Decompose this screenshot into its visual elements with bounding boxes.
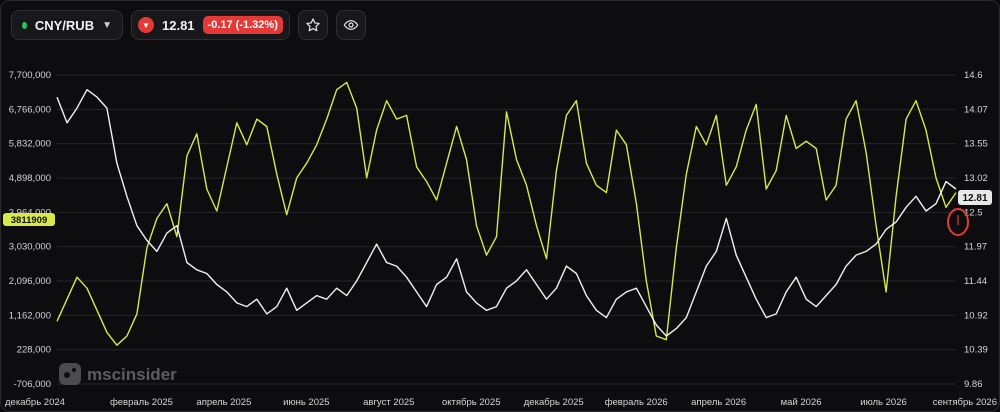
left-tick-label: 228,000	[17, 345, 51, 356]
left-tick-label: 2,096,000	[9, 276, 51, 287]
x-axis: декабрь 2024 февраль 2025 апрель 2025 июнь …	[5, 397, 997, 408]
x-tick-label: апрель 2025	[196, 397, 251, 408]
price-change-badge: -0.17 (-1.32%)	[202, 16, 283, 34]
star-icon	[306, 18, 320, 32]
left-tick-label: 6,766,000	[9, 104, 51, 115]
x-tick-label: сентябрь 2026	[933, 397, 997, 408]
right-current-label: 12.81	[962, 193, 987, 204]
right-axis: 14.6 14.07 13.55 13.02 12.5 11.97 11.44 10.92 10…	[964, 70, 988, 390]
left-tick-label: 3,964,000	[9, 207, 51, 218]
annotation-circle	[947, 208, 969, 236]
right-tick-label: 10.39	[964, 345, 988, 356]
x-tick-label: август 2025	[363, 397, 414, 408]
series-layer	[56, 81, 957, 346]
x-tick-label: декабрь 2025	[524, 397, 584, 408]
x-tick-label: февраль 2026	[605, 397, 668, 408]
x-tick-label: февраль 2025	[110, 397, 173, 408]
series-line-1	[56, 81, 957, 346]
gridlines	[57, 74, 956, 385]
left-current-label: 3811909	[11, 215, 47, 226]
watermark: mscinsider	[59, 363, 177, 385]
msc-logo-icon	[59, 363, 81, 385]
brand-name: mscinsider	[87, 365, 177, 384]
right-tick-label: 14.6	[964, 70, 983, 81]
x-tick-label: июнь 2025	[283, 397, 329, 408]
x-tick-label: май 2026	[781, 397, 822, 408]
x-tick-label: апрель 2026	[691, 397, 746, 408]
left-tick-label: -706,000	[13, 379, 51, 390]
left-tick-label: 1,162,000	[9, 310, 51, 321]
left-tick-label: 4,898,000	[9, 173, 51, 184]
watch-button[interactable]	[335, 10, 366, 40]
right-tick-label: 10.92	[964, 310, 988, 321]
left-tick-label: 7,700,000	[9, 70, 51, 81]
left-current-badge: 3811909	[3, 213, 55, 226]
chevron-down-icon: ▼	[102, 19, 112, 31]
right-tick-label: 9.86	[964, 379, 983, 390]
left-tick-label: 5,832,000	[9, 139, 51, 150]
current-price: 12.81	[162, 17, 195, 33]
toolbar: CNY/RUB ▼ ▼ 12.81 -0.17 (-1.32%)	[11, 9, 366, 41]
left-axis: 7,700,000 6,766,000 5,832,000 4,898,000 3,96…	[9, 70, 51, 390]
symbol-selector[interactable]: CNY/RUB ▼	[11, 10, 123, 40]
price-display: ▼ 12.81 -0.17 (-1.32%)	[131, 10, 290, 40]
triangle-down-icon: ▼	[138, 17, 154, 33]
x-tick-label: октябрь 2025	[442, 397, 501, 408]
x-tick-label: декабрь 2024	[5, 397, 65, 408]
symbol-label: CNY/RUB	[34, 17, 95, 33]
left-tick-label: 3,030,000	[9, 242, 51, 253]
eye-icon	[343, 20, 359, 30]
status-dot	[22, 21, 27, 29]
favorite-button[interactable]	[297, 10, 328, 40]
series-line-2	[56, 88, 957, 337]
right-tick-label: 11.44	[964, 276, 987, 287]
right-tick-label: 12.5	[964, 207, 983, 218]
right-tick-label: 11.97	[964, 242, 987, 253]
right-tick-label: 13.55	[964, 139, 988, 150]
right-current-badge: 12.81	[958, 190, 992, 205]
right-tick-label: 14.07	[964, 104, 988, 115]
x-tick-label: июль 2026	[860, 397, 907, 408]
right-tick-label: 13.02	[964, 173, 988, 184]
